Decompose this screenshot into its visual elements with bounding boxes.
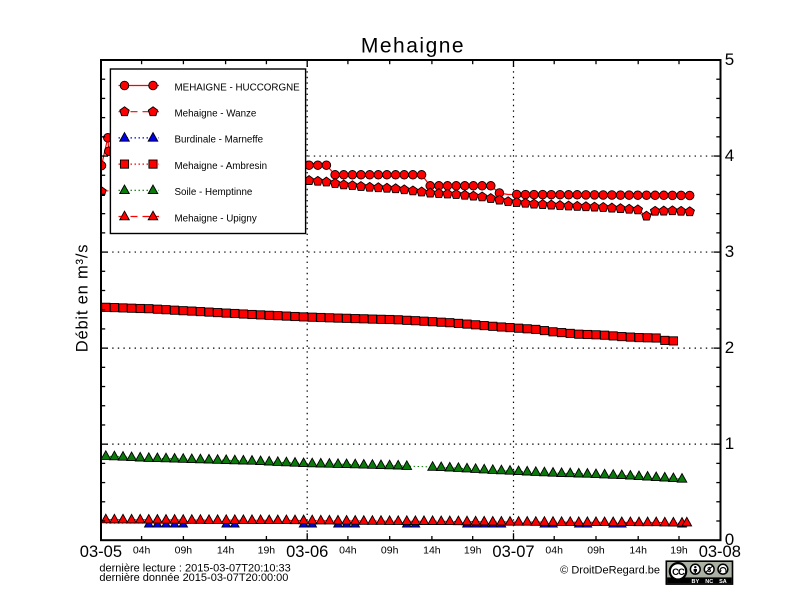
svg-text:09h: 09h bbox=[587, 545, 605, 557]
svg-text:04h: 04h bbox=[339, 545, 357, 557]
svg-text:4: 4 bbox=[725, 146, 734, 165]
svg-text:MEHAIGNE - HUCCORGNE: MEHAIGNE - HUCCORGNE bbox=[175, 82, 301, 93]
svg-text:Mehaigne - Wanze: Mehaigne - Wanze bbox=[175, 109, 257, 120]
svg-text:1: 1 bbox=[725, 434, 734, 453]
svg-text:© DroitDeRegard.be: © DroitDeRegard.be bbox=[560, 565, 660, 577]
svg-text:04h: 04h bbox=[133, 545, 151, 557]
svg-text:19h: 19h bbox=[258, 545, 276, 557]
svg-text:03-06: 03-06 bbox=[286, 543, 328, 561]
svg-text:0: 0 bbox=[725, 530, 734, 549]
svg-text:03-05: 03-05 bbox=[80, 543, 122, 561]
svg-text:19h: 19h bbox=[670, 545, 688, 557]
svg-text:03-07: 03-07 bbox=[492, 543, 534, 561]
svg-text:5: 5 bbox=[725, 50, 734, 69]
svg-text:Mehaigne - Ambresin: Mehaigne - Ambresin bbox=[175, 161, 268, 172]
svg-text:NC: NC bbox=[705, 579, 713, 585]
svg-text:04h: 04h bbox=[545, 545, 563, 557]
svg-text:3: 3 bbox=[725, 242, 734, 261]
svg-text:Burdinale - Marneffe: Burdinale - Marneffe bbox=[175, 135, 264, 146]
svg-text:dernière donnée 2015-03-07T20: dernière donnée 2015-03-07T20:00:00 bbox=[99, 572, 288, 584]
svg-text:14h: 14h bbox=[629, 545, 647, 557]
svg-text:19h: 19h bbox=[464, 545, 482, 557]
svg-text:03-08: 03-08 bbox=[699, 543, 741, 561]
svg-text:09h: 09h bbox=[175, 545, 193, 557]
svg-text:Mehaigne: Mehaigne bbox=[361, 35, 465, 58]
svg-text:2: 2 bbox=[725, 338, 734, 357]
svg-text:09h: 09h bbox=[381, 545, 399, 557]
svg-text:CC: CC bbox=[672, 567, 685, 578]
svg-text:$: $ bbox=[707, 567, 711, 574]
svg-text:Débit en m³/s: Débit en m³/s bbox=[74, 244, 92, 353]
svg-text:14h: 14h bbox=[423, 545, 441, 557]
svg-text:14h: 14h bbox=[217, 545, 235, 557]
svg-text:BY: BY bbox=[691, 579, 699, 585]
svg-text:Soile - Hemptinne: Soile - Hemptinne bbox=[175, 187, 253, 198]
svg-text:SA: SA bbox=[719, 579, 727, 585]
svg-text:Mehaigne - Upigny: Mehaigne - Upigny bbox=[175, 213, 257, 224]
svg-text:dernière lecture : 2015-03-07T: dernière lecture : 2015-03-07T20:10:33 bbox=[99, 563, 290, 575]
